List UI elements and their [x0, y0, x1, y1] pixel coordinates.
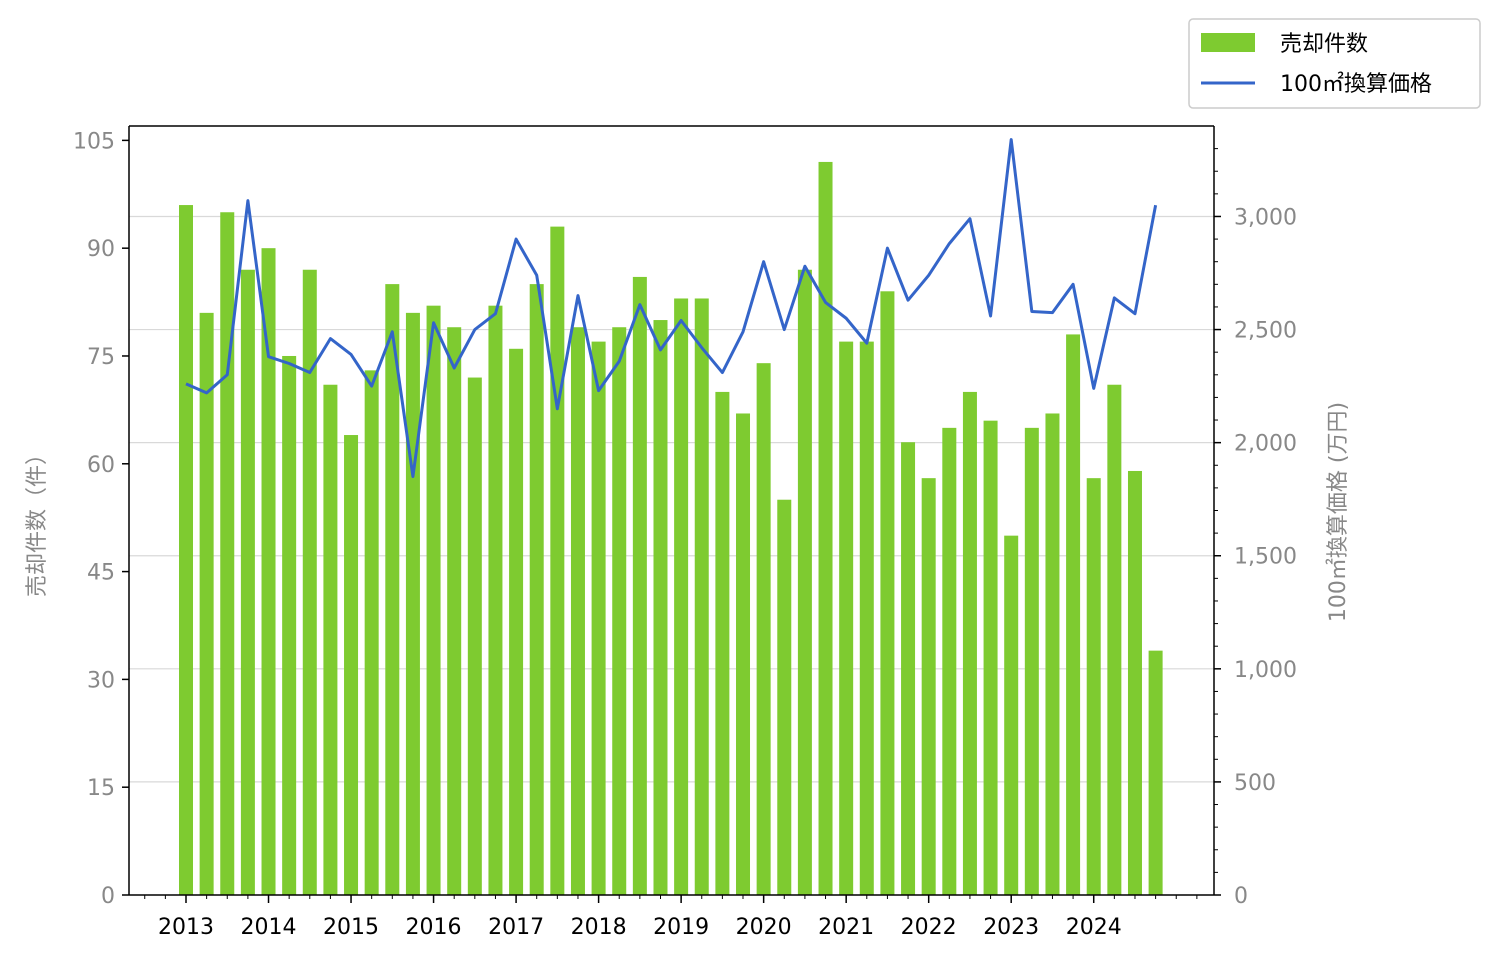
y-left-tick-label: 60: [87, 453, 115, 478]
x-tick-label: 2022: [901, 915, 957, 940]
legend-bar-label: 売却件数: [1280, 32, 1368, 57]
bar: [591, 341, 606, 895]
bar: [777, 499, 792, 895]
y-left-tick-label: 105: [73, 129, 115, 154]
bar: [261, 248, 276, 896]
bar: [694, 298, 709, 896]
bar: [344, 435, 359, 895]
bar: [1086, 478, 1101, 895]
x-tick-label: 2019: [653, 915, 709, 940]
bar: [199, 312, 214, 895]
y-right-tick-label: 3,000: [1234, 205, 1297, 230]
bar: [612, 327, 627, 895]
y-left-tick-label: 75: [87, 345, 115, 370]
bar: [1107, 384, 1122, 895]
bar: [447, 327, 462, 895]
tick-labels: 0 15 30 45 60 75 90 105 0 500 1,000 1,500 2,000 2,500…: [73, 129, 1297, 940]
x-tick-label: 2018: [571, 915, 627, 940]
x-tick-label: 2020: [736, 915, 792, 940]
x-tick-label: 2016: [406, 915, 462, 940]
bar: [921, 478, 936, 895]
bar: [1127, 470, 1142, 895]
bar: [1024, 427, 1039, 895]
legend-line-label: 100㎡換算価格: [1280, 71, 1432, 97]
bar: [942, 427, 957, 895]
bar: [818, 161, 833, 896]
bar: [653, 320, 668, 895]
bar-series: [179, 161, 1163, 896]
y-right-tick-label: 500: [1234, 771, 1276, 796]
bar: [385, 284, 400, 895]
bar: [756, 363, 771, 895]
y-right-tick-label: 1,000: [1234, 658, 1297, 683]
y-left-tick-label: 0: [101, 884, 115, 909]
x-tick-label: 2017: [488, 915, 544, 940]
x-tick-label: 2021: [818, 915, 874, 940]
axes: [122, 125, 1221, 903]
x-tick-label: 2014: [241, 915, 297, 940]
x-tick-label: 2013: [158, 915, 214, 940]
bar: [509, 348, 524, 895]
y-axis-left-title: 売却件数（件）: [25, 443, 50, 597]
bar: [632, 276, 647, 895]
bar: [1148, 650, 1163, 895]
bar: [529, 284, 544, 895]
bar: [839, 341, 854, 895]
bar: [405, 312, 420, 895]
y-left-tick-label: 90: [87, 237, 115, 262]
legend-bar-swatch: [1201, 33, 1255, 52]
bar: [736, 413, 751, 895]
legend: 売却件数 100㎡換算価格: [1188, 18, 1481, 109]
bar: [570, 327, 585, 895]
line-series: [185, 138, 1158, 479]
bar: [859, 341, 874, 895]
bar: [323, 384, 338, 895]
bar: [179, 205, 193, 895]
bar: [220, 212, 235, 896]
bar: [880, 291, 895, 895]
bar: [282, 355, 297, 895]
bar: [797, 269, 812, 896]
x-tick-label: 2023: [983, 915, 1039, 940]
bar: [426, 305, 441, 896]
bar: [240, 269, 255, 896]
bar: [1066, 334, 1081, 896]
bar: [550, 226, 565, 895]
bar: [302, 269, 317, 896]
x-tick-label: 2024: [1066, 915, 1122, 940]
price-line: [185, 138, 1158, 479]
bar: [364, 370, 379, 896]
bar: [1045, 413, 1060, 895]
bar: [962, 391, 977, 895]
bar: [983, 420, 998, 895]
y-left-tick-label: 30: [87, 668, 115, 693]
x-tick-label: 2015: [323, 915, 379, 940]
bar: [1004, 535, 1019, 895]
y-right-tick-label: 1,500: [1234, 545, 1297, 570]
y-axis-right-title: 100㎡換算価格 (万円): [1325, 402, 1351, 622]
y-right-tick-label: 0: [1234, 884, 1248, 909]
bar: [901, 442, 916, 895]
y-right-tick-label: 2,000: [1234, 432, 1297, 457]
legend-box: [1188, 18, 1481, 109]
y-left-tick-label: 15: [87, 776, 115, 801]
bar: [674, 298, 689, 896]
bar: [715, 391, 730, 895]
y-right-tick-label: 2,500: [1234, 319, 1297, 344]
y-left-tick-label: 45: [87, 561, 115, 586]
bar: [488, 305, 503, 896]
bar: [467, 377, 482, 895]
